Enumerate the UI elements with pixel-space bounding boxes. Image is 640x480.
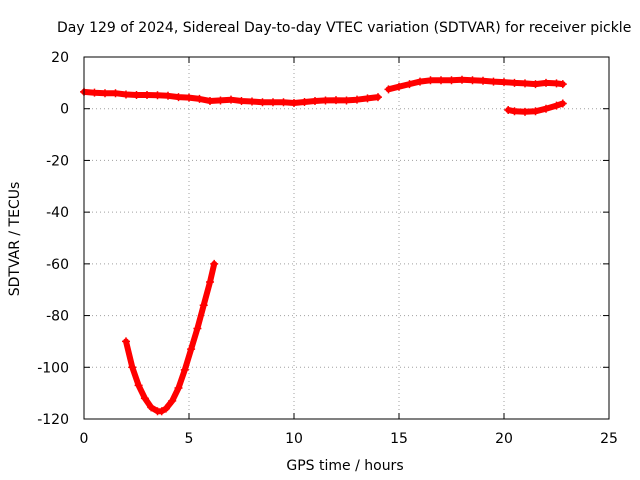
y-tick-label: -80 xyxy=(46,309,69,325)
data-point xyxy=(300,97,309,106)
data-point xyxy=(542,78,550,87)
data-point xyxy=(510,107,519,116)
data-point xyxy=(521,79,529,88)
x-tick-label: 0 xyxy=(80,431,89,447)
data-point xyxy=(542,104,550,113)
data-point xyxy=(374,93,382,102)
y-tick-label: -60 xyxy=(46,257,69,273)
data-point xyxy=(248,97,256,106)
data-point xyxy=(134,381,143,390)
data-point xyxy=(521,107,529,116)
data-point xyxy=(395,82,403,91)
data-point xyxy=(258,98,267,107)
y-tick-label: -100 xyxy=(37,360,69,376)
data-point xyxy=(321,96,330,105)
chart-title: Day 129 of 2024, Sidereal Day-to-day VTE… xyxy=(57,20,631,36)
data-point xyxy=(210,259,219,268)
data-point xyxy=(531,107,540,116)
data-point xyxy=(405,80,414,89)
data-point xyxy=(168,396,177,405)
data-point xyxy=(90,88,99,97)
y-tick-label: -20 xyxy=(46,153,69,169)
data-series xyxy=(80,75,567,416)
data-point xyxy=(143,91,151,100)
data-point xyxy=(479,76,487,85)
data-point xyxy=(180,365,189,374)
data-point xyxy=(237,96,246,105)
data-point xyxy=(153,91,162,100)
data-point xyxy=(384,85,393,94)
data-point xyxy=(342,96,351,105)
data-point xyxy=(458,75,466,84)
data-point xyxy=(227,95,235,104)
data-point xyxy=(185,93,193,102)
data-point xyxy=(504,106,513,115)
x-tick-label: 20 xyxy=(495,431,513,447)
data-point xyxy=(510,78,519,87)
data-point xyxy=(174,383,183,392)
series-line-dip-track xyxy=(123,260,218,415)
data-point xyxy=(269,98,277,107)
data-point xyxy=(122,90,130,99)
x-tick-label: 25 xyxy=(600,431,618,447)
data-point xyxy=(164,91,172,100)
x-tick-label: 15 xyxy=(390,431,408,447)
data-point xyxy=(216,96,225,105)
x-tick-label: 10 xyxy=(285,431,303,447)
data-point xyxy=(132,91,141,100)
data-point xyxy=(206,277,214,286)
data-point xyxy=(363,94,372,103)
data-point xyxy=(187,345,196,354)
data-point xyxy=(195,94,204,103)
data-point xyxy=(161,404,170,413)
data-point xyxy=(193,324,202,333)
data-point xyxy=(531,80,540,89)
x-tick-label: 5 xyxy=(185,431,194,447)
data-point xyxy=(147,403,156,412)
y-tick-label: 20 xyxy=(51,50,69,66)
data-point xyxy=(426,76,435,85)
data-point xyxy=(489,77,498,86)
data-point xyxy=(206,96,214,105)
grid xyxy=(84,57,609,419)
data-point xyxy=(140,394,149,403)
x-axis-label: GPS time / hours xyxy=(286,458,403,474)
data-point xyxy=(157,407,166,416)
data-point xyxy=(122,337,130,346)
data-point xyxy=(174,93,183,102)
data-point xyxy=(437,76,445,85)
data-point xyxy=(558,99,567,108)
data-point xyxy=(447,76,456,85)
data-point xyxy=(311,96,319,105)
y-tick-label: 0 xyxy=(60,102,69,118)
data-point xyxy=(353,95,361,104)
data-point xyxy=(332,96,340,105)
data-point xyxy=(500,78,508,87)
data-point xyxy=(101,89,109,98)
data-point xyxy=(111,89,120,98)
data-point xyxy=(552,101,561,110)
data-point xyxy=(199,301,208,310)
y-tick-label: -120 xyxy=(37,412,69,428)
data-point xyxy=(468,76,477,85)
axis-ticks: 0 5 10 15 20 25 20 0 -20 -40 -60 -80 -100 -120 xyxy=(37,50,618,447)
plot-frame xyxy=(83,56,610,420)
data-point xyxy=(552,79,561,88)
y-tick-label: -40 xyxy=(46,205,69,221)
data-point xyxy=(128,363,137,372)
data-point xyxy=(416,77,424,86)
data-point xyxy=(558,80,567,89)
data-point xyxy=(290,99,298,108)
y-axis-label: SDTVAR / TECUs xyxy=(7,182,23,297)
data-point xyxy=(279,98,288,107)
